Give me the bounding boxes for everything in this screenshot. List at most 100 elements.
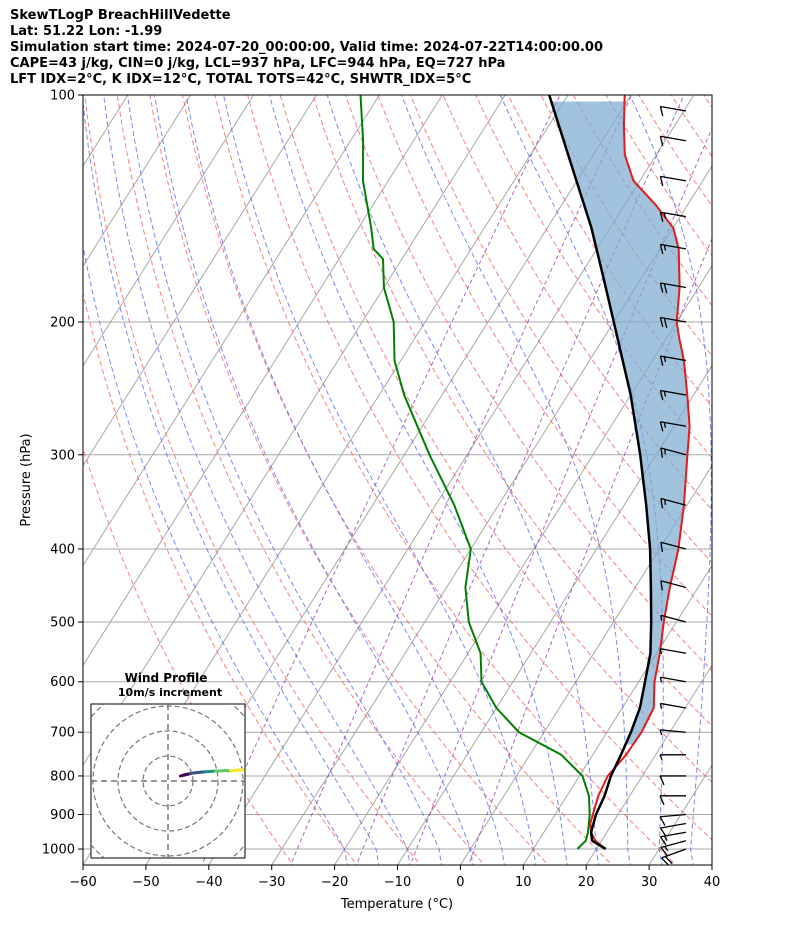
grid-layer: [83, 78, 794, 868]
mixing-ratio-line: [355, 95, 685, 865]
isotherm-line: [334, 265, 712, 865]
y-tick-label: 900: [50, 808, 75, 823]
barb-staff: [660, 648, 687, 654]
barb-flag: [663, 283, 668, 294]
barb-flag: [659, 106, 664, 117]
mixing-ratio-line: [290, 95, 633, 865]
wind-barb: [659, 243, 687, 255]
barb-half-flag: [664, 846, 669, 852]
dry-adiabat-line: [312, 95, 712, 727]
time-line: Simulation start time: 2024-07-20_00:00:…: [10, 40, 603, 55]
hodograph-segment: [234, 768, 245, 772]
barb-half-flag: [659, 648, 663, 655]
temperature-line: [589, 95, 691, 850]
x-tick-label: −50: [132, 875, 159, 890]
barb-half-flag: [663, 356, 667, 363]
y-tick-label: 1000: [42, 843, 75, 858]
barb-flag: [659, 816, 666, 826]
isotherm-line: [459, 464, 712, 865]
x-tick-label: −30: [258, 875, 285, 890]
barb-staff: [660, 175, 687, 182]
wind-barb: [660, 614, 687, 623]
barb-half-flag: [663, 391, 667, 397]
wind-barb: [660, 840, 687, 856]
isotherm-line: [83, 95, 380, 567]
y-tick-label: 600: [50, 675, 75, 690]
indices-line-2: LFT IDX=2°C, K IDX=12°C, TOTAL TOTS=42°C…: [10, 72, 472, 87]
moist-adiabat-line: [268, 95, 568, 865]
x-tick-label: 10: [515, 875, 532, 890]
wind-barb: [659, 775, 686, 786]
barb-staff: [660, 105, 687, 112]
x-tick-label: −60: [69, 875, 96, 890]
parcel-path-line: [548, 95, 653, 851]
moist-adiabat-line: [103, 95, 411, 865]
dry-adiabat-line: [182, 95, 613, 865]
barb-flag: [659, 282, 664, 293]
barb-half-flag: [663, 835, 668, 841]
x-axis-label: Temperature (°C): [340, 897, 453, 912]
barb-half-flag: [659, 729, 663, 736]
dewpoint-line: [359, 95, 591, 850]
isotherm-line: [271, 165, 712, 865]
barb-flag: [659, 795, 665, 806]
barb-flag: [659, 827, 667, 837]
y-tick-label: 500: [50, 616, 75, 631]
barb-half-flag: [663, 422, 667, 428]
wind-barb: [659, 389, 687, 401]
dry-adiabat-line: [149, 95, 549, 865]
mixing-ratio-line: [201, 95, 561, 865]
dry-adiabat-line: [83, 290, 358, 865]
wind-barb: [660, 447, 687, 458]
barb-flag: [659, 421, 664, 432]
wind-barb: [659, 175, 687, 187]
wind-barb: [659, 676, 687, 683]
barb-half-flag: [659, 703, 663, 709]
y-tick-label: 800: [50, 769, 75, 784]
x-tick-label: −10: [384, 875, 411, 890]
barb-staff: [660, 702, 687, 709]
barb-staff: [660, 729, 687, 733]
x-tick-label: −20: [321, 875, 348, 890]
wind-barb: [659, 316, 687, 328]
barb-flag: [659, 775, 665, 786]
isotherm-line: [775, 95, 794, 865]
station-title: SkewTLogP BreachHillVedette: [10, 8, 231, 23]
moist-adiabat-line: [153, 95, 474, 865]
wind-barb: [659, 831, 687, 846]
moist-adiabat-line: [185, 95, 505, 865]
barb-half-flag: [664, 448, 667, 455]
isotherm-line: [83, 95, 255, 367]
y-tick-label: 700: [50, 726, 75, 741]
barb-flag: [659, 136, 664, 146]
x-tick-label: 40: [704, 875, 721, 890]
barb-staff: [660, 614, 687, 623]
barb-staff: [660, 813, 687, 818]
wind-barb: [660, 541, 687, 553]
dry-adiabat-line: [703, 95, 712, 109]
wind-barb: [661, 848, 687, 866]
moist-adiabat-line: [722, 78, 777, 868]
barb-flag: [659, 212, 664, 222]
moist-adiabat-line: [326, 95, 600, 865]
axes: −60 −50 −40 −30 −20 −10 0 10 20 30 40 1000 900 800 700…: [42, 89, 720, 891]
barb-staff: [660, 541, 687, 550]
barb-half-flag: [659, 677, 663, 683]
wind-barb: [659, 648, 687, 655]
hodograph-plot: [91, 704, 245, 858]
wind-barbs: [659, 105, 687, 866]
x-tick-label: 0: [456, 875, 464, 890]
barb-staff: [660, 822, 687, 829]
dry-adiabat-line: [116, 95, 486, 865]
y-axis-label: Pressure (hPa): [19, 433, 34, 526]
moist-adiabat-line: [83, 98, 380, 865]
wind-barb: [659, 421, 687, 432]
dry-adiabat-line: [670, 95, 712, 158]
barb-flag: [659, 176, 664, 187]
wind-barb: [659, 813, 687, 826]
barb-staff: [660, 580, 687, 589]
dry-adiabat-line: [442, 95, 712, 511]
x-tick-label: 30: [641, 875, 658, 890]
wind-barb: [659, 795, 686, 806]
